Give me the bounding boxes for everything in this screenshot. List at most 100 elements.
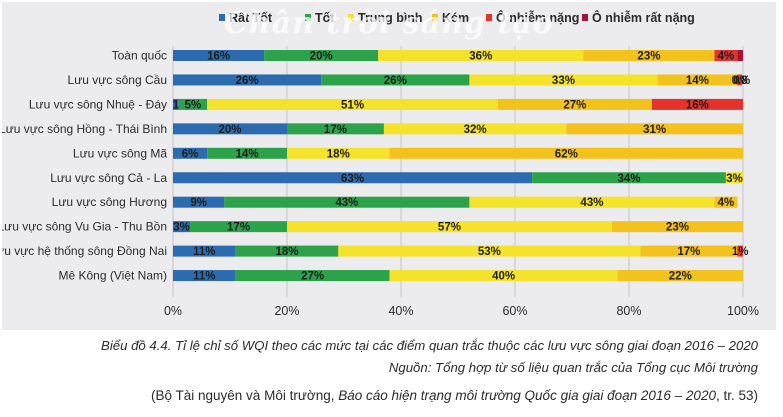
data-label: 3% <box>173 222 190 234</box>
citation-title: Báo cáo hiện trạng môi trường Quốc gia g… <box>338 388 716 403</box>
bar-segment-rat-tot <box>173 245 236 257</box>
figure-caption: Biểu đồ 4.4. Tỉ lệ chỉ số WQI theo các m… <box>101 338 758 353</box>
category-label: Lưu vực sông Hồng - Thái Bình <box>2 122 167 136</box>
watermark: Chân trời sáng tạo <box>224 6 554 41</box>
bar-segment-rat-tot <box>173 270 236 282</box>
data-label: 57% <box>438 222 461 234</box>
bar-segment-rat-tot <box>173 196 225 208</box>
data-label: 51% <box>341 99 364 111</box>
data-label: 33% <box>552 75 575 87</box>
bar-segment-tot <box>287 123 384 135</box>
legend-swatch-rat-tot <box>219 14 225 21</box>
data-label: 1 <box>173 99 180 111</box>
legend-label-o-nhiem-nang: Ô nhiễm nặng <box>496 10 579 25</box>
bar-segment-tot <box>178 98 208 110</box>
data-label: 1% <box>732 246 749 258</box>
category-label: Lưu vực sông Vu Gia - Thu Bồn <box>2 220 167 234</box>
bar-segment-trung-binh <box>389 270 618 282</box>
legend-label-trung-binh: Trung bình <box>358 11 423 25</box>
bar-segment-tot <box>224 196 470 208</box>
data-label: 9% <box>190 197 207 209</box>
bar-segment-tot <box>207 147 287 159</box>
bar-segment-o-nhiem-nang <box>737 245 743 257</box>
category-label: Toàn quốc <box>112 49 167 63</box>
bar-segment-tot <box>321 74 470 86</box>
data-label: 16% <box>686 99 709 111</box>
citation-prefix: (Bộ Tài nguyên và Môi trường, <box>151 388 339 403</box>
bar-segment-tot <box>235 270 390 282</box>
bar-segment-tot <box>532 172 726 184</box>
bar-segment-trung-binh <box>725 172 743 184</box>
category-label: Lưu vực sông Nhuệ - Đáy <box>29 97 167 111</box>
data-label: 43% <box>335 197 358 209</box>
data-label: 4% <box>718 51 735 63</box>
bar-segment-kem <box>617 270 743 282</box>
bar-segment-o-nhiem-rat-nang <box>737 50 743 61</box>
bar-segment-o-nhiem-nang <box>714 50 738 61</box>
source-note: Nguồn: Tổng hợp từ số liệu quan trắc của… <box>388 360 758 375</box>
data-label: 32% <box>464 124 487 136</box>
stacked-bar-chart: 0% 20% 40% 60% 80% 100% Rất Tốt Tốt Trung bình Ké… <box>2 10 759 318</box>
bar-segment-kem <box>497 98 652 110</box>
data-label: 3% <box>726 173 743 185</box>
bar-segment-kem <box>714 196 738 208</box>
data-label: 62% <box>555 148 578 160</box>
data-label: 4% <box>718 197 735 209</box>
bar-segment-rat-tot <box>173 50 265 61</box>
data-label: 26% <box>236 75 259 87</box>
data-label: 40% <box>492 271 515 283</box>
x-tick-label: 80% <box>616 304 641 318</box>
data-label: 26% <box>384 75 407 87</box>
data-label: 0.8 <box>732 75 749 87</box>
data-label: 11% <box>193 271 215 283</box>
bar-segment-trung-binh <box>469 196 715 208</box>
data-label: 14% <box>236 148 259 160</box>
bar-segment-kem <box>566 123 743 135</box>
data-label: 6% <box>182 148 199 160</box>
data-label: 20% <box>310 51 333 63</box>
legend-swatch-kem <box>432 14 438 21</box>
bar-segment-trung-binh <box>383 123 567 135</box>
bar-segment-o-nhiem-nang <box>651 98 743 110</box>
bar-segment-kem <box>657 74 738 86</box>
data-label: 16% <box>207 51 230 63</box>
legend-swatch-tot <box>305 14 311 21</box>
data-label: 53% <box>478 246 501 258</box>
category-label: Lưu vực sông Cầu <box>68 73 167 87</box>
x-tick-label: 60% <box>502 304 527 318</box>
bar-segment-o-nhiem-nang <box>737 74 742 86</box>
data-label: 17% <box>227 222 250 234</box>
data-label: 17% <box>324 124 347 136</box>
legend-label-rat-tot: Rất Tốt <box>229 11 273 25</box>
bar-segment-tot <box>235 245 339 257</box>
x-tick-label: 40% <box>388 304 413 318</box>
chart-area: 0% 20% 40% 60% 80% 100% Rất Tốt Tốt Trung bình Ké… <box>2 2 776 330</box>
bar-segment-rat-tot <box>173 147 208 159</box>
data-label: 23% <box>666 222 689 234</box>
data-label: 36% <box>469 51 492 63</box>
citation-suffix: , tr. 53) <box>715 388 758 403</box>
bar-segment-trung-binh <box>338 245 641 257</box>
bar-segment-trung-binh <box>469 74 658 86</box>
bar-segment-rat-tot <box>173 123 287 135</box>
data-label: 43% <box>580 197 603 209</box>
bar-segment-rat-tot <box>173 74 322 86</box>
data-label: 23% <box>637 51 660 63</box>
data-label: 27% <box>563 99 586 111</box>
citation: (Bộ Tài nguyên và Môi trường, Báo cáo hi… <box>0 388 758 403</box>
legend-label-kem: Kém <box>442 11 469 25</box>
data-label: 14% <box>686 75 709 87</box>
bar-segment-trung-binh <box>378 50 584 61</box>
category-label: Lưu vực sông Hương <box>52 195 167 209</box>
data-label: 20% <box>218 124 241 136</box>
legend-swatch-trung-binh <box>348 14 354 21</box>
category-label: Lưu vực sông Cả - La <box>50 171 167 185</box>
data-label: 34% <box>617 173 640 185</box>
category-label: Mê Kông (Việt Nam) <box>59 269 168 283</box>
data-label: 27% <box>301 271 324 283</box>
bar-segment-trung-binh <box>287 221 612 233</box>
legend-label-tot: Tốt <box>315 11 335 25</box>
data-label: 5% <box>185 99 202 111</box>
legend-swatch-o-nhiem-rat-nang <box>582 14 588 21</box>
data-label: 31% <box>643 124 666 136</box>
